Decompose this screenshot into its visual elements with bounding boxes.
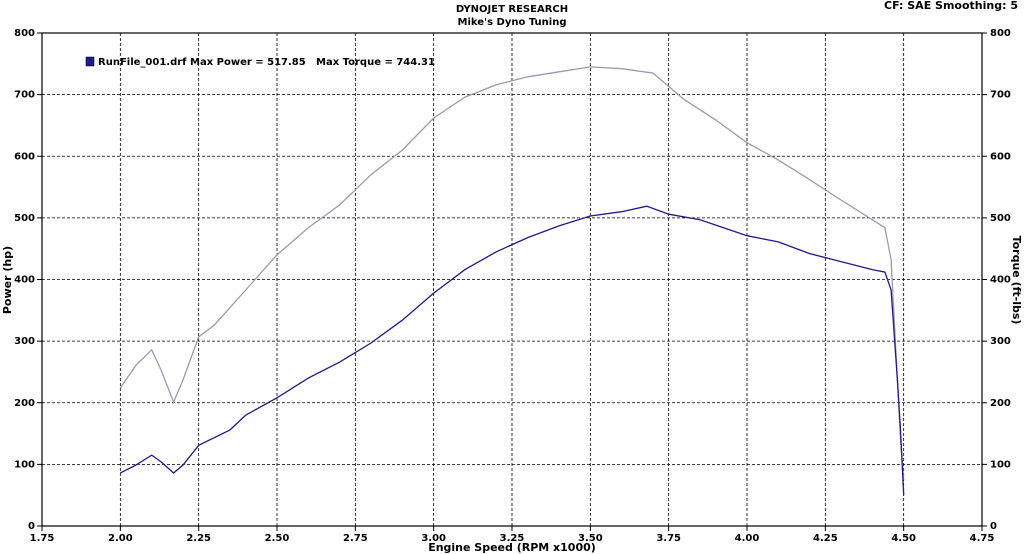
x-tick-label: 4.00 [735, 533, 760, 544]
ticks: 1.75 2.00 2.25 2.50 2.75 3.00 3.25 3.50 3.75 4.00… [14, 28, 1011, 544]
y2-tick-label: 500 [990, 213, 1011, 224]
x-tick-label: 2.75 [343, 533, 368, 544]
y2-axis-label: Torque (ft-lbs) [1010, 236, 1023, 325]
y-tick-label: 300 [14, 336, 35, 347]
x-axis-label: Engine Speed (RPM x1000) [428, 541, 596, 554]
x-tick-label: 2.25 [186, 533, 211, 544]
x-tick-label: 2.00 [108, 533, 133, 544]
x-tick-label: 3.50 [578, 533, 603, 544]
series-line [119, 66, 905, 480]
x-tick-label: 2.50 [265, 533, 290, 544]
legend-swatch [85, 56, 95, 67]
legend-entry: RunFile_001.drf Max Power = 517.85 [98, 57, 306, 68]
chart-subtitle: Mike's Dyno Tuning [458, 17, 567, 28]
y2-tick-label: 600 [990, 151, 1011, 162]
y-tick-label: 700 [14, 90, 35, 101]
series-line [120, 205, 905, 496]
chart-title: DYNOJET RESEARCH [456, 4, 568, 15]
y-tick-label: 600 [14, 151, 35, 162]
x-tick-label: 1.75 [30, 533, 55, 544]
y-tick-label: 800 [14, 28, 35, 39]
x-tick-label: 4.25 [813, 533, 838, 544]
y-tick-label: 0 [28, 521, 35, 532]
y-tick-label: 200 [14, 398, 35, 409]
y2-tick-label: 100 [990, 459, 1011, 470]
x-tick-label: 4.75 [970, 533, 995, 544]
y-tick-label: 500 [14, 213, 35, 224]
x-tick-label: 3.00 [421, 533, 446, 544]
y2-tick-label: 800 [990, 28, 1011, 39]
y-tick-label: 400 [14, 275, 35, 286]
y-tick-label: 100 [14, 459, 35, 470]
y2-tick-label: 0 [990, 521, 997, 532]
y-axis-label: Power (hp) [1, 246, 14, 314]
settings-text: CF: SAE Smoothing: 5 [884, 0, 1018, 12]
lines [119, 66, 905, 496]
x-tick-label: 3.75 [656, 533, 681, 544]
legend-entry: Max Torque = 744.31 [316, 57, 435, 68]
x-tick-label: 3.25 [500, 533, 525, 544]
y2-tick-label: 200 [990, 398, 1011, 409]
y2-tick-label: 300 [990, 336, 1011, 347]
x-tick-label: 4.50 [891, 533, 916, 544]
y2-tick-label: 400 [990, 275, 1011, 286]
y2-tick-label: 700 [990, 90, 1011, 101]
